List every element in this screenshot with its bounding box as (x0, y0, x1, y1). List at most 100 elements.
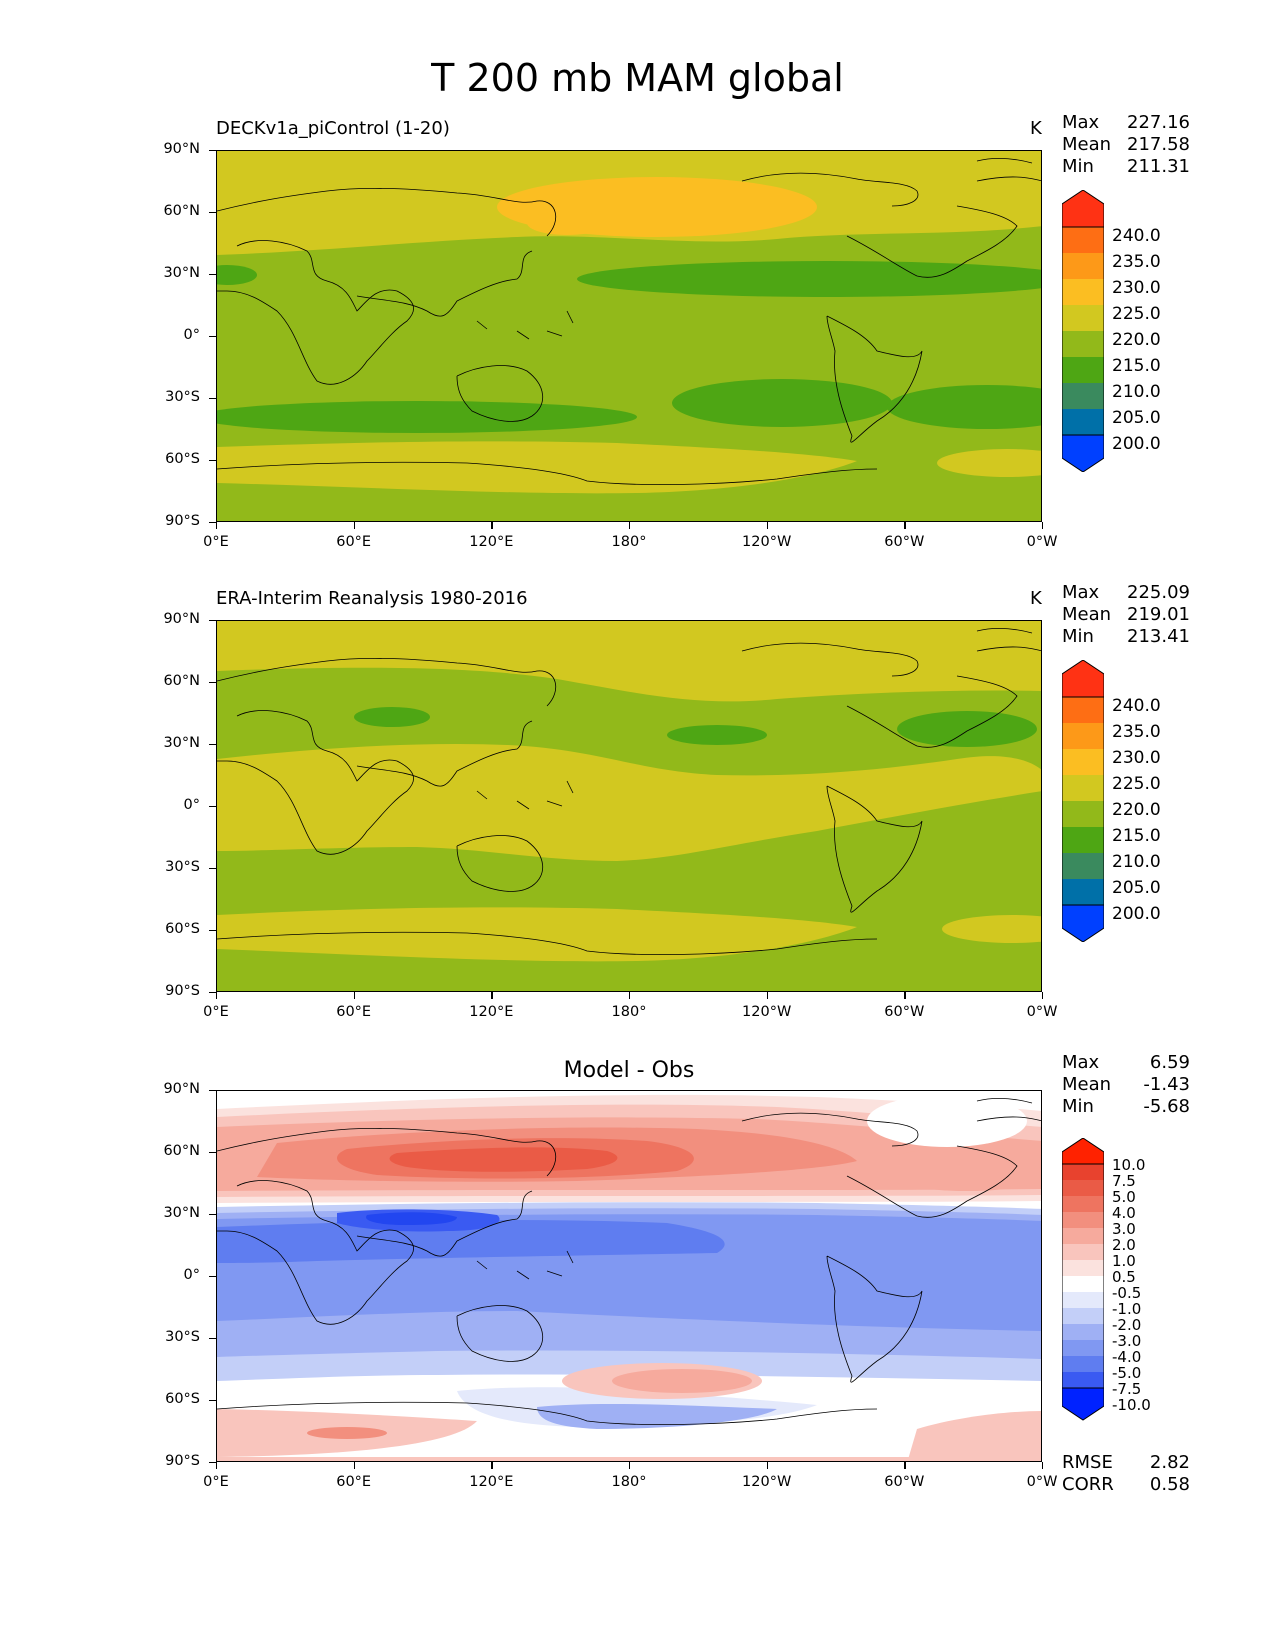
x-tick-mark (491, 522, 493, 529)
x-tick-label: 0°W (1026, 534, 1058, 550)
x-tick-mark (766, 522, 768, 529)
y-tick-label: 30°N (163, 265, 200, 281)
stat-label: Max (1062, 1052, 1100, 1073)
colorbar-label: 4.0 (1112, 1204, 1136, 1222)
y-tick-mark (209, 1338, 216, 1340)
colorbar-label: -1.0 (1112, 1300, 1142, 1318)
y-tick-mark (209, 274, 216, 276)
x-tick-mark (1042, 1462, 1044, 1469)
y-tick-mark (209, 682, 216, 684)
colorbar-label: 1.0 (1112, 1252, 1136, 1270)
panel-title: ERA-Interim Reanalysis 1980-2016 (216, 588, 528, 609)
x-tick-label: 60°W (884, 1004, 925, 1020)
stats-block: Max 227.16 Mean 217.58 Min 211.31 (1062, 112, 1190, 178)
x-tick-mark (766, 1462, 768, 1469)
colorbar (1061, 659, 1105, 946)
stat-mean: Mean -1.43 (1062, 1074, 1190, 1096)
panel-title: Model - Obs (563, 1058, 695, 1083)
colorbar-label: 7.5 (1112, 1172, 1136, 1190)
x-tick-mark (766, 992, 768, 999)
y-tick-label: 90°N (163, 611, 200, 627)
colorbar-label: 200.0 (1112, 434, 1161, 454)
y-tick-label: 30°S (165, 389, 200, 405)
colorbar-label: 2.0 (1112, 1236, 1136, 1254)
x-tick-label: 60°E (336, 534, 372, 550)
x-tick-label: 60°W (884, 1474, 925, 1490)
stats-block: Max 225.09 Mean 219.01 Min 213.41 (1062, 582, 1190, 648)
x-tick-label: 120°W (742, 534, 792, 550)
stat-max: Max 225.09 (1062, 582, 1190, 604)
y-tick-label: 30°N (163, 1205, 200, 1221)
x-tick-mark (216, 992, 218, 999)
metric-label: CORR (1062, 1474, 1114, 1495)
stat-max: Max 227.16 (1062, 112, 1190, 134)
x-tick-label: 0°W (1026, 1004, 1058, 1020)
colorbar-label: 210.0 (1112, 852, 1161, 872)
colorbar-label: -4.0 (1112, 1348, 1142, 1366)
map-obs-temperature (216, 620, 1042, 992)
x-tick-mark (353, 1462, 355, 1469)
y-tick-label: 90°S (165, 1453, 200, 1469)
units-label: K (1030, 118, 1042, 139)
x-tick-label: 0°E (203, 1474, 229, 1490)
x-tick-label: 120°W (742, 1474, 792, 1490)
y-tick-mark (209, 992, 216, 994)
x-tick-label: 120°W (742, 1004, 792, 1020)
metric-corr: CORR 0.58 (1062, 1474, 1190, 1495)
stat-label: Min (1062, 626, 1094, 647)
colorbar-label: 205.0 (1112, 408, 1161, 428)
y-tick-label: 0° (183, 1267, 200, 1283)
y-tick-label: 60°S (165, 921, 200, 937)
x-tick-label: 120°E (469, 1474, 514, 1490)
colorbar (1061, 189, 1105, 476)
panel-observations: ERA-Interim Reanalysis 1980-2016 K Max 22… (0, 470, 1275, 1020)
x-tick-label: 180° (611, 534, 647, 550)
x-tick-label: 120°E (469, 534, 514, 550)
stat-value: 211.31 (1127, 156, 1190, 177)
y-tick-mark (209, 1462, 216, 1464)
stat-value: -1.43 (1143, 1074, 1190, 1095)
stat-value: 225.09 (1127, 582, 1190, 603)
y-tick-label: 90°N (163, 1081, 200, 1097)
x-tick-label: 120°E (469, 1004, 514, 1020)
y-tick-mark (209, 1152, 216, 1154)
y-tick-label: 30°S (165, 1329, 200, 1345)
x-tick-mark (629, 992, 631, 999)
x-tick-mark (904, 992, 906, 999)
metric-value: 0.58 (1149, 1474, 1190, 1495)
y-tick-mark (209, 336, 216, 338)
y-tick-label: 0° (183, 327, 200, 343)
units-label: K (1030, 588, 1042, 609)
y-tick-mark (209, 1090, 216, 1092)
panel-model: DECKv1a_piControl (1-20) K Max 227.16 Mea… (0, 0, 1275, 550)
colorbar-label: 240.0 (1112, 696, 1161, 716)
x-tick-mark (353, 522, 355, 529)
y-tick-mark (209, 930, 216, 932)
colorbar-label: 230.0 (1112, 278, 1161, 298)
colorbar-label: 210.0 (1112, 382, 1161, 402)
stat-label: Mean (1062, 134, 1112, 155)
panel-difference: Model - Obs Max 6.59 Mean -1.43 Min -5.68 (0, 940, 1275, 1495)
x-tick-label: 60°E (336, 1474, 372, 1490)
colorbar-label: 235.0 (1112, 252, 1161, 272)
x-tick-mark (1042, 992, 1044, 999)
colorbar-label: 225.0 (1112, 774, 1161, 794)
colorbar-label: 240.0 (1112, 226, 1161, 246)
map-difference (216, 1090, 1042, 1462)
stat-mean: Mean 219.01 (1062, 604, 1190, 626)
y-tick-mark (209, 460, 216, 462)
x-tick-mark (491, 1462, 493, 1469)
y-tick-label: 30°S (165, 859, 200, 875)
metric-value: 2.82 (1149, 1452, 1190, 1473)
y-tick-mark (209, 744, 216, 746)
x-tick-mark (491, 992, 493, 999)
stat-value: 6.59 (1149, 1052, 1190, 1073)
metric-label: RMSE (1062, 1452, 1113, 1473)
x-tick-label: 60°W (884, 534, 925, 550)
x-tick-label: 180° (611, 1004, 647, 1020)
colorbar-label: -3.0 (1112, 1332, 1142, 1350)
stat-label: Min (1062, 1096, 1094, 1117)
stat-value: 213.41 (1127, 626, 1190, 647)
colorbar-label: 205.0 (1112, 878, 1161, 898)
stat-mean: Mean 217.58 (1062, 134, 1190, 156)
